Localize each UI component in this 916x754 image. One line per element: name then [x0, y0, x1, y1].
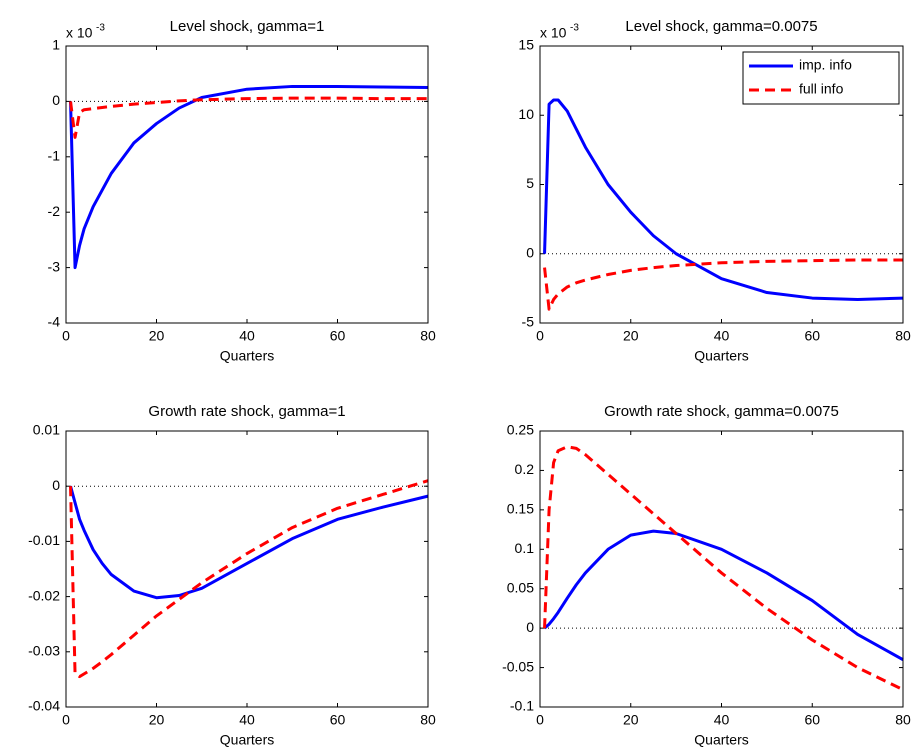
- y-tick-label: -1: [48, 148, 61, 164]
- x-tick-label: 80: [420, 712, 436, 728]
- x-axis-label: Quarters: [694, 732, 748, 748]
- x-tick-label: 40: [239, 328, 255, 344]
- x-tick-label: 20: [623, 328, 639, 344]
- axes-frame: [65, 45, 429, 324]
- axes-frame: [65, 430, 429, 708]
- x-tick-label: 20: [149, 712, 165, 728]
- x-axis-label: Quarters: [220, 732, 274, 748]
- x-tick-label: 20: [149, 328, 165, 344]
- y-tick-label: -3: [48, 258, 61, 274]
- y-tick-label: 10: [518, 106, 534, 122]
- y-tick-label: 15: [518, 37, 534, 53]
- series-line: [69, 485, 429, 600]
- chart-title: Level shock, gamma=0.0075: [625, 18, 817, 35]
- plot-area: [66, 46, 428, 323]
- y-scale-label: x 10: [540, 25, 567, 41]
- series-line: [543, 529, 904, 662]
- y-tick-label: 1: [52, 37, 60, 53]
- axes-frame: [539, 45, 904, 324]
- y-tick-label: 0: [526, 244, 534, 260]
- x-axis-label: Quarters: [694, 348, 748, 364]
- y-tick-label: -4: [48, 314, 61, 330]
- series-line: [69, 479, 429, 679]
- y-scale-exponent: -3: [96, 23, 105, 34]
- y-tick-label: 0.25: [507, 422, 534, 438]
- y-scale-label: x 10: [66, 25, 93, 41]
- y-tick-label: 0: [52, 92, 60, 108]
- axes-frame: [539, 430, 904, 708]
- y-tick-label: -0.05: [502, 658, 534, 674]
- x-tick-label: 20: [623, 712, 639, 728]
- x-tick-label: 0: [62, 712, 70, 728]
- plot-area: [66, 431, 428, 707]
- y-scale-exponent: -3: [570, 23, 579, 34]
- x-tick-label: 40: [714, 712, 730, 728]
- y-tick-label: -5: [522, 314, 535, 330]
- y-tick-label: -0.03: [28, 643, 60, 659]
- x-tick-label: 80: [420, 328, 436, 344]
- chart-title: Growth rate shock, gamma=1: [148, 403, 345, 420]
- y-tick-label: -0.04: [28, 698, 60, 714]
- series-line: [543, 258, 903, 311]
- x-tick-label: 0: [536, 328, 544, 344]
- x-tick-label: 40: [714, 328, 730, 344]
- series-line: [69, 84, 429, 270]
- legend-label: imp. info: [799, 57, 852, 73]
- x-tick-label: 60: [330, 328, 346, 344]
- x-tick-label: 60: [804, 712, 820, 728]
- chart-title: Growth rate shock, gamma=0.0075: [604, 403, 839, 420]
- y-tick-label: -0.01: [28, 532, 60, 548]
- legend-label: full info: [799, 81, 844, 97]
- y-tick-label: -0.02: [28, 587, 60, 603]
- y-tick-label: -2: [48, 203, 61, 219]
- y-tick-label: 0.15: [507, 501, 534, 517]
- x-tick-label: 0: [536, 712, 544, 728]
- x-tick-label: 80: [895, 712, 911, 728]
- x-tick-label: 60: [804, 328, 820, 344]
- plot-area: [540, 431, 903, 707]
- x-tick-label: 80: [895, 328, 911, 344]
- legend-box: [742, 51, 900, 105]
- y-tick-label: -0.1: [510, 698, 534, 714]
- chart-title: Level shock, gamma=1: [170, 18, 325, 35]
- y-tick-label: 0.2: [515, 461, 535, 477]
- y-tick-label: 0.05: [507, 579, 534, 595]
- x-tick-label: 60: [330, 712, 346, 728]
- y-tick-label: 5: [526, 175, 534, 191]
- y-tick-label: 0.01: [33, 422, 60, 438]
- y-tick-label: 0: [52, 477, 60, 493]
- series-line: [543, 98, 904, 301]
- x-tick-label: 0: [62, 328, 70, 344]
- y-tick-label: 0: [526, 619, 534, 635]
- series-line: [69, 96, 428, 139]
- x-tick-label: 40: [239, 712, 255, 728]
- y-tick-label: 0.1: [515, 540, 535, 556]
- x-axis-label: Quarters: [220, 348, 274, 364]
